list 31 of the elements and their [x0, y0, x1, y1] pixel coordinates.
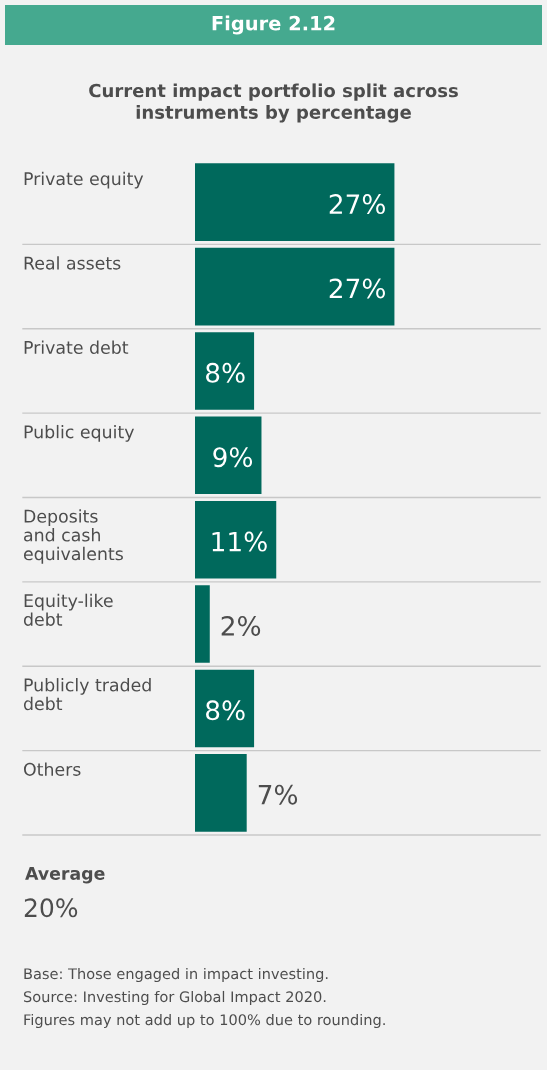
- data-label: 2%: [221, 615, 261, 636]
- y-tick-label: Private equity: [24, 171, 144, 189]
- text: 20%: [24, 898, 78, 918]
- y-tick-label: Public equity: [24, 424, 134, 442]
- chart-subtitle: Current impact portfolio split across instruments by percentage: [89, 83, 458, 123]
- text: Base: Those engaged in impact investing.: [24, 967, 328, 983]
- data-label: 27%: [329, 194, 385, 215]
- bar: [195, 247, 395, 326]
- bar: [195, 669, 255, 748]
- y-tick-label: Real assets: [24, 256, 121, 270]
- data-label: 8%: [206, 700, 245, 721]
- y-tick-label: Equity-like debt: [23, 593, 113, 626]
- data-label: 9%: [213, 447, 253, 468]
- text: Figures may not add up to 100% due to rounding.: [24, 1013, 385, 1029]
- y-tick-label: Deposits and cash equivalents: [23, 509, 123, 564]
- data-label: 11%: [212, 531, 267, 552]
- y-tick-label: Publicly traded debt: [23, 678, 151, 711]
- data-label: 7%: [258, 784, 298, 805]
- y-tick-label: Private debt: [24, 340, 129, 354]
- bar: [195, 500, 277, 579]
- text: Average: [25, 867, 105, 884]
- chart-title: Figure 2.12: [212, 15, 335, 35]
- bar: [195, 416, 262, 495]
- data-label: 27%: [329, 278, 385, 299]
- bar: [195, 754, 247, 832]
- bar: [195, 332, 255, 410]
- bar: [195, 585, 210, 663]
- y-tick-label: Others: [23, 762, 81, 776]
- source-note: Source: Investing for Global Impact 2020.: [23, 990, 326, 1006]
- data-label: 8%: [206, 362, 245, 383]
- bar: [195, 163, 395, 241]
